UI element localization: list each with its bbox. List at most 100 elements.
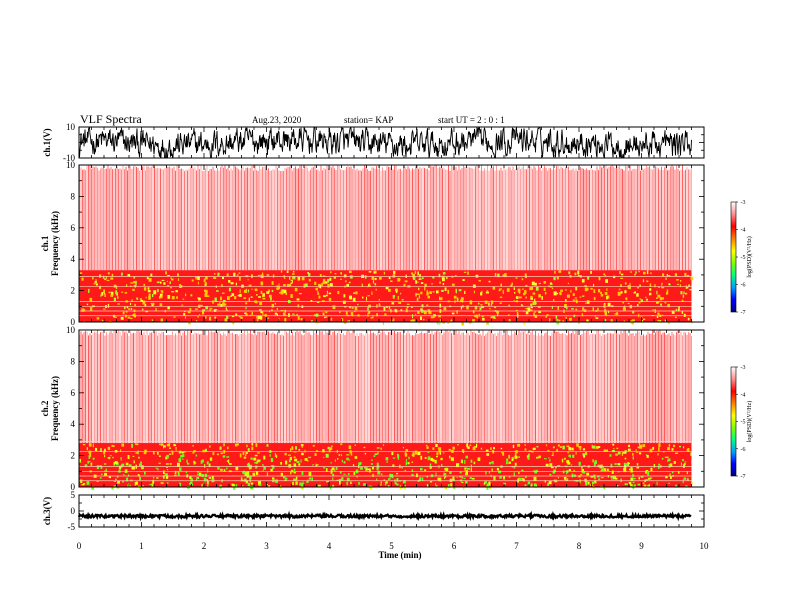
spectrogram-patch (582, 471, 586, 474)
spectrogram-patch (632, 486, 635, 490)
spectrogram-patch (629, 282, 631, 287)
spectrogram-patch (105, 276, 108, 279)
spectrogram-patch (131, 308, 133, 310)
spectrogram-strip (149, 167, 151, 271)
spectrogram-patch (538, 310, 541, 314)
spectrogram-strip (190, 330, 191, 443)
spectrogram-patch (263, 466, 266, 470)
spectrogram-strip (152, 332, 154, 444)
spectrogram-patch (165, 463, 169, 465)
spectrogram-strip (196, 170, 197, 271)
spectrogram-patch (270, 458, 274, 462)
spectrogram-patch (566, 307, 568, 310)
spectrogram-patch (688, 284, 691, 287)
spectrogram-patch (206, 480, 209, 485)
spectrogram-patch (557, 444, 560, 447)
spectrogram-patch (343, 274, 347, 278)
spectrogram-strip (113, 330, 115, 443)
spectrogram-patch (486, 290, 488, 293)
spectrogram-patch (578, 446, 582, 449)
spectrogram-patch (555, 466, 557, 469)
spectrogram-patch (390, 280, 393, 282)
spectrogram-patch (511, 282, 513, 286)
spectrogram-strip (412, 335, 413, 444)
spectrogram-patch (566, 445, 570, 448)
spectrogram-patch (439, 452, 442, 455)
spectrogram-patch (262, 311, 264, 315)
spectrogram-strip (239, 170, 241, 271)
spectrogram-patch (442, 283, 445, 286)
spectrogram-strip (508, 166, 509, 271)
spectrogram-patch (459, 471, 462, 474)
spectrogram-patch (460, 459, 463, 464)
spectrogram-patch (332, 305, 336, 310)
spectrogram-patch (262, 464, 264, 466)
spectrogram-patch (630, 466, 633, 470)
spectrogram-patch (368, 283, 370, 287)
spectrogram-patch (111, 291, 114, 296)
spectrogram-patch (130, 285, 132, 287)
spectrogram-strip (671, 332, 673, 444)
spectrogram-patch (514, 453, 517, 457)
spectrogram-patch (351, 307, 354, 309)
spectrogram-strip (586, 331, 587, 444)
spectrogram-patch (598, 478, 601, 480)
spectrogram-patch (530, 307, 533, 309)
spectrogram-patch (227, 446, 229, 450)
spectrogram-strip (418, 334, 419, 444)
spectrogram-patch (92, 443, 94, 448)
spectrogram-strip (383, 331, 385, 443)
spectrogram-patch (511, 456, 514, 461)
spectrogram-patch (242, 485, 244, 487)
spectrogram-patch (491, 300, 494, 305)
spectrogram-strip (274, 170, 275, 271)
spectrogram-strip (182, 169, 184, 271)
spectrogram-strip (170, 167, 172, 271)
spectrogram-patch (114, 450, 118, 453)
spectrogram-strip (398, 169, 400, 271)
spectrogram-patch (424, 310, 427, 315)
y-tick-label: 2 (71, 286, 76, 296)
spectrogram-strip (271, 170, 272, 271)
spectrogram-patch (461, 449, 465, 452)
spectrogram-patch (652, 446, 655, 450)
spectrogram-strip (254, 330, 256, 443)
spectrogram-patch (557, 465, 561, 467)
spectrogram-patch (474, 305, 478, 310)
spectrogram-patch (213, 309, 217, 312)
spectrogram-patch (514, 462, 517, 466)
spectrogram-patch (499, 302, 502, 304)
spectrogram-patch (177, 278, 179, 281)
spectrogram-strip (544, 165, 545, 271)
spectrogram-strip (238, 335, 239, 443)
spectrogram-patch (564, 457, 566, 460)
spectrogram-patch (126, 477, 129, 482)
spectrogram-patch (245, 288, 248, 293)
spectrogram-patch (258, 296, 261, 298)
spectrogram-strip (107, 334, 109, 444)
spectrogram-patch (434, 459, 437, 464)
spectrogram-patch (437, 447, 441, 450)
spectrogram-strip (592, 169, 593, 271)
spectrogram-patch (562, 445, 565, 450)
spectrogram-patch (619, 463, 621, 466)
spectrogram-strip (674, 169, 676, 271)
spectrogram-patch (196, 479, 198, 481)
spectrogram-strip (607, 332, 608, 444)
spectrogram-strip (604, 168, 605, 271)
spectrogram-patch (549, 463, 553, 467)
spectrogram-patch (531, 483, 533, 487)
spectrogram-patch (667, 447, 670, 451)
spectrogram-strip (172, 168, 173, 271)
spectrogram-patch (168, 443, 171, 447)
spectrogram-patch (527, 481, 530, 486)
spectrogram-patch (632, 319, 635, 322)
spectrogram-patch (329, 277, 332, 281)
spectrogram-strip (298, 168, 299, 271)
spectrogram-patch (449, 471, 452, 473)
spectrogram-strip (197, 333, 199, 443)
spectrogram-patch (580, 474, 582, 476)
spectrogram-patch (670, 463, 673, 467)
spectrogram-patch (582, 295, 585, 297)
spectrogram-strip (91, 168, 92, 271)
